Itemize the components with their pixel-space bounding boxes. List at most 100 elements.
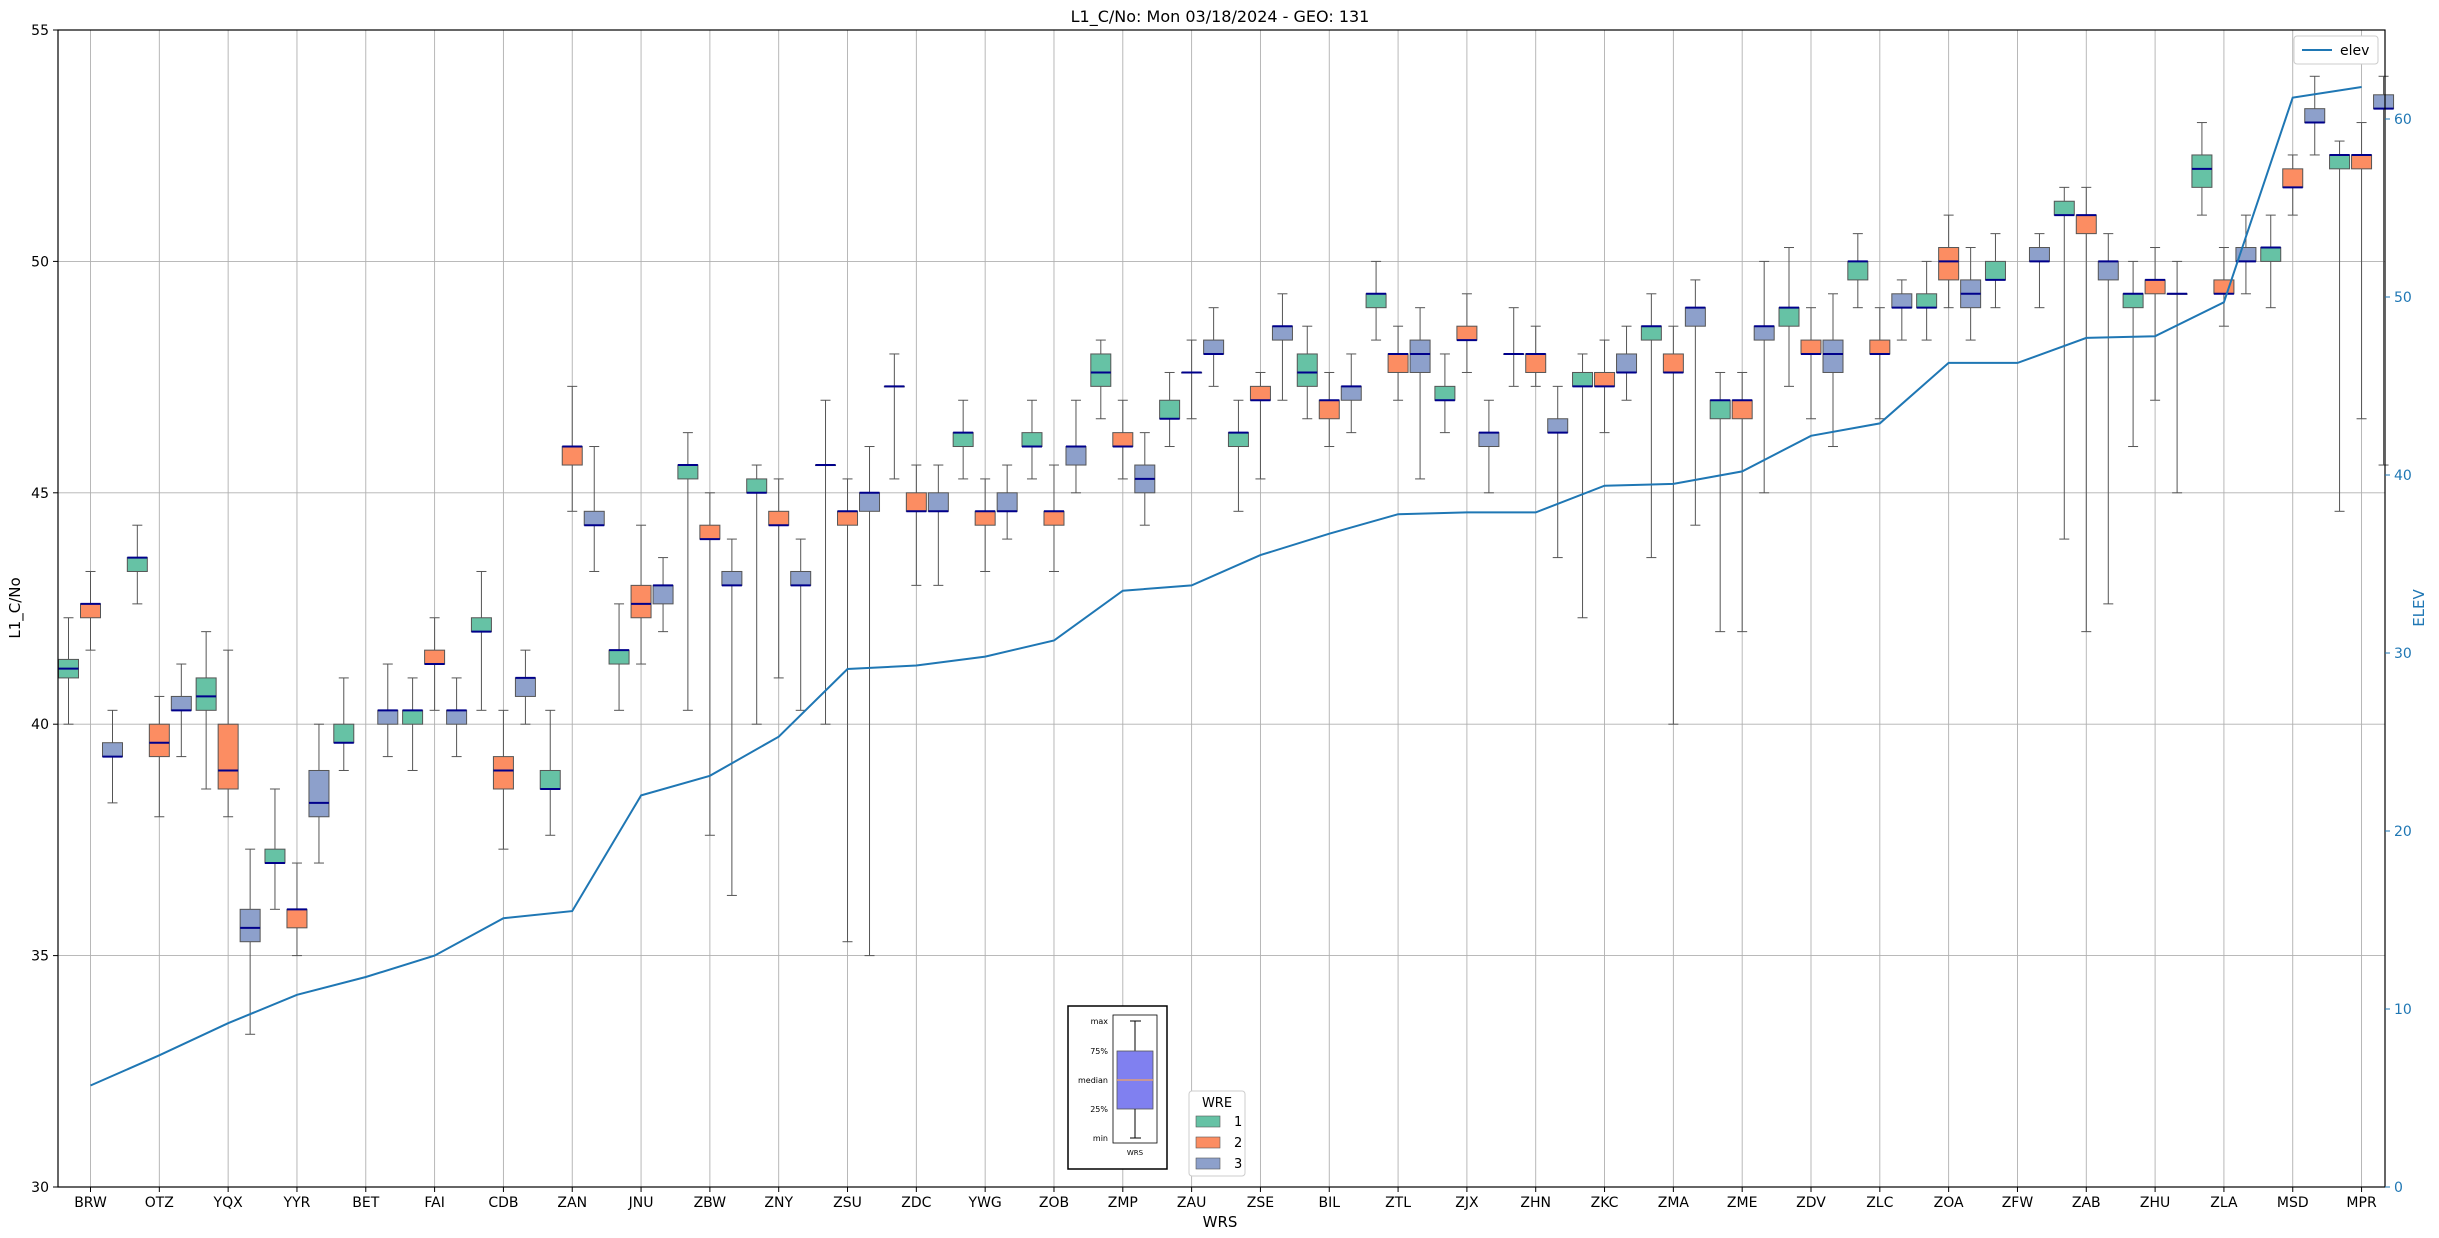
- x-tick-label: YYR: [283, 1195, 311, 1211]
- box-iqr: [1249, 385, 1271, 401]
- box-iqr: [286, 908, 308, 929]
- plot-frame: [57, 29, 2386, 1188]
- box-iqr: [170, 695, 192, 711]
- box-iqr: [1340, 385, 1362, 401]
- box-msd-wre1: [2260, 214, 2282, 309]
- inset-label-q1: 25%: [1090, 1105, 1108, 1114]
- box-ztl-wre3: [1409, 307, 1431, 480]
- box-mpr-wre1: [2329, 140, 2351, 512]
- box-zsu-wre3: [859, 446, 881, 957]
- box-zdv-wre2: [1800, 307, 1822, 420]
- box-iqr: [1021, 432, 1043, 448]
- box-iqr: [1572, 371, 1594, 387]
- box-zhu-wre3: [2166, 260, 2188, 494]
- box-iqr: [1984, 260, 2006, 281]
- box-zny-wre3: [790, 538, 812, 711]
- box-iqr: [377, 709, 399, 725]
- x-tick-label: ZDV: [1796, 1195, 1826, 1211]
- box-iqr: [1478, 432, 1500, 448]
- line-legend-label: elev: [2340, 43, 2369, 59]
- box-bil-wre2: [1318, 371, 1340, 448]
- box-iqr: [974, 510, 996, 526]
- box-iqr: [308, 769, 330, 818]
- box-zan-wre1: [539, 709, 561, 836]
- x-tick-label: JNU: [628, 1195, 654, 1211]
- y2-tick-label: 30: [2394, 646, 2412, 662]
- box-yyr-wre2: [286, 862, 308, 957]
- box-zjx-wre1: [1434, 353, 1456, 434]
- box-iqr: [927, 492, 949, 512]
- box-iqr: [583, 510, 605, 526]
- box-iqr: [195, 677, 217, 711]
- box-iqr: [2144, 279, 2166, 295]
- box-iqr: [1916, 293, 1938, 309]
- wre-legend-box: [1188, 1090, 1246, 1177]
- box-iqr: [1296, 353, 1318, 387]
- box-iqr: [470, 617, 492, 633]
- box-zan-wre3: [583, 446, 605, 572]
- box-bil-wre3: [1340, 353, 1362, 434]
- box-yqx-wre1: [195, 631, 217, 790]
- y2-tick-label: 20: [2394, 824, 2412, 840]
- x-tick-label: ZNY: [764, 1195, 793, 1211]
- box-zlc-wre3: [1891, 279, 1913, 341]
- box-yqx-wre2: [217, 649, 239, 818]
- x-tick-label: ZAN: [557, 1195, 587, 1211]
- x-tick-label: ZTL: [1385, 1195, 1411, 1211]
- x-tick-label: ZHU: [2140, 1195, 2170, 1211]
- x-tick-label: ZKC: [1591, 1195, 1619, 1211]
- box-fai-wre3: [446, 677, 468, 758]
- box-iqr: [2329, 154, 2351, 170]
- box-zhn-wre3: [1547, 385, 1569, 559]
- box-iqr: [630, 584, 652, 619]
- box-iqr: [1938, 247, 1960, 281]
- box-bet-wre1: [333, 677, 355, 771]
- x-tick-label: ZLA: [2210, 1195, 2238, 1211]
- y-tick-label: 50: [31, 254, 49, 270]
- box-zoa-wre1: [1916, 260, 1938, 341]
- wre-legend-swatch-3: [1195, 1157, 1221, 1170]
- box-zse-wre1: [1227, 399, 1249, 512]
- box-zhn-wre2: [1525, 325, 1547, 387]
- box-zan-wre2: [561, 385, 583, 512]
- box-zme-wre3: [1753, 260, 1775, 494]
- box-iqr: [1640, 325, 1662, 341]
- box-iqr: [652, 584, 674, 605]
- x-tick-label: ZOA: [1934, 1195, 1964, 1211]
- box-iqr: [217, 723, 239, 790]
- box-iqr: [790, 570, 812, 586]
- x-tick-label: MPR: [2346, 1195, 2377, 1211]
- box-iqr: [905, 492, 927, 512]
- x-axis: BRW OTZ YQX YYR BET FAI CDB ZAN JNU ZBW ZNY ZSU ZDC Y…: [74, 1187, 2377, 1211]
- box-otz-wre1: [126, 524, 148, 605]
- x-tick-label: ZBW: [694, 1195, 727, 1211]
- box-zhu-wre1: [2122, 260, 2144, 448]
- box-iqr: [1090, 353, 1112, 387]
- y2-tick-label: 0: [2394, 1180, 2403, 1196]
- box-iqr: [996, 492, 1018, 512]
- box-zse-wre2: [1249, 371, 1271, 480]
- box-zsu-wre1: [815, 399, 837, 725]
- box-zab-wre1: [2053, 186, 2075, 540]
- x-tick-label: ZAB: [2072, 1195, 2101, 1211]
- x-tick-label: ZOB: [1039, 1195, 1069, 1211]
- box-iqr: [126, 557, 148, 572]
- inset-legend-axes: [1112, 1014, 1158, 1144]
- box-iqr: [1112, 432, 1134, 448]
- box-iqr: [1456, 325, 1478, 341]
- box-fai-wre1: [402, 677, 424, 771]
- x-tick-label: ZJX: [1455, 1195, 1479, 1211]
- box-cdb-wre2: [492, 709, 514, 850]
- box-iqr: [514, 677, 536, 697]
- box-iqr: [1891, 293, 1913, 309]
- box-iqr: [1434, 385, 1456, 401]
- box-iqr: [721, 570, 743, 586]
- x-tick-label: ZHN: [1520, 1195, 1551, 1211]
- box-ywg-wre3: [996, 464, 1018, 540]
- box-zbw-wre3: [721, 538, 743, 896]
- box-iqr: [2282, 168, 2304, 188]
- box-zob-wre3: [1065, 399, 1087, 494]
- box-iqr: [446, 709, 468, 725]
- box-iqr: [1684, 307, 1706, 327]
